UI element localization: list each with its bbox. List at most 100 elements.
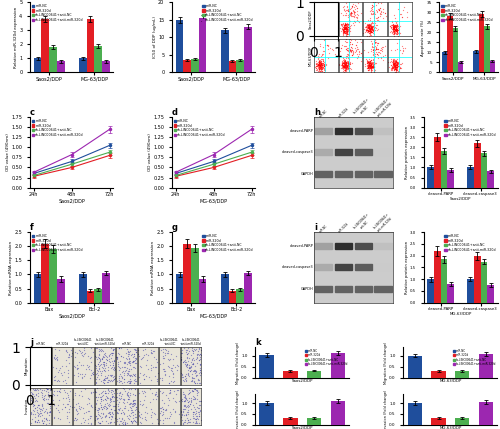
Point — [336, 62, 344, 69]
Point — [340, 64, 348, 71]
Point — [113, 386, 121, 393]
Point — [318, 26, 326, 33]
Point — [192, 409, 200, 416]
Point — [316, 23, 324, 30]
Text: miR-NC: miR-NC — [319, 224, 329, 233]
Point — [42, 351, 50, 358]
Point — [390, 64, 398, 71]
Point — [342, 46, 349, 53]
Point — [184, 416, 192, 423]
Point — [341, 63, 349, 70]
Point — [336, 48, 344, 54]
Point — [192, 386, 200, 393]
Point — [316, 60, 324, 66]
Point — [126, 418, 134, 425]
Point — [195, 356, 203, 363]
Point — [124, 347, 132, 354]
Point — [370, 46, 378, 53]
Point — [318, 29, 326, 36]
Point — [191, 395, 199, 402]
Point — [316, 61, 324, 68]
Point — [32, 387, 40, 393]
Point — [136, 401, 143, 408]
Point — [372, 60, 380, 66]
Point — [367, 24, 375, 30]
Point — [168, 378, 175, 384]
Point — [318, 25, 326, 32]
Point — [26, 378, 34, 385]
Point — [364, 49, 372, 56]
Point — [366, 26, 374, 33]
Point — [368, 25, 376, 32]
Point — [389, 63, 397, 70]
Point — [102, 372, 110, 379]
Point — [364, 63, 372, 70]
Point — [392, 66, 400, 73]
Point — [319, 57, 327, 64]
Point — [140, 371, 148, 378]
Point — [321, 19, 329, 26]
Point — [362, 23, 370, 30]
Point — [370, 62, 378, 69]
Point — [390, 57, 398, 64]
Point — [64, 394, 72, 401]
Point — [342, 24, 349, 31]
Point — [190, 395, 198, 402]
Point — [339, 63, 347, 69]
Point — [31, 378, 39, 384]
Point — [44, 347, 52, 353]
Point — [370, 61, 378, 68]
Point — [393, 23, 401, 30]
Legend: miR-NC, miR-320d, sh-LINC00641+anti-NC, sh-LINC00641+anti-miR-320d: miR-NC, miR-320d, sh-LINC00641+anti-NC, … — [453, 349, 496, 366]
Point — [344, 64, 352, 71]
Point — [102, 357, 110, 364]
Point — [363, 21, 371, 28]
Point — [366, 26, 374, 33]
Point — [179, 359, 187, 366]
Point — [182, 395, 190, 402]
Point — [368, 64, 376, 71]
Point — [172, 391, 180, 398]
Title: sh-LINC00641+
anti-miR-320d: sh-LINC00641+ anti-miR-320d — [388, 0, 412, 1]
Bar — [191, 248, 199, 302]
Point — [316, 24, 324, 31]
Point — [316, 25, 324, 32]
Point — [366, 65, 374, 72]
Point — [78, 374, 86, 381]
Point — [178, 369, 186, 376]
Point — [340, 22, 348, 29]
Point — [196, 351, 204, 358]
Point — [320, 62, 328, 69]
Point — [30, 372, 38, 379]
Point — [96, 390, 104, 397]
Point — [122, 350, 130, 357]
Point — [342, 28, 349, 35]
Point — [363, 27, 371, 33]
Point — [128, 418, 136, 425]
Point — [182, 358, 190, 365]
Point — [344, 31, 351, 38]
Point — [102, 352, 110, 359]
Point — [346, 21, 354, 28]
Point — [164, 395, 172, 402]
Point — [168, 350, 175, 357]
Point — [28, 347, 36, 354]
Point — [94, 361, 102, 368]
Point — [392, 26, 400, 33]
Point — [184, 403, 192, 410]
Point — [196, 347, 204, 353]
Point — [338, 64, 345, 71]
Point — [146, 405, 154, 412]
Point — [392, 58, 400, 65]
Point — [193, 351, 201, 358]
Point — [366, 26, 374, 33]
Y-axis label: Relative protein expression: Relative protein expression — [404, 241, 408, 294]
Point — [392, 65, 400, 72]
Point — [76, 404, 84, 411]
Point — [43, 360, 51, 366]
Point — [390, 56, 398, 63]
Point — [348, 46, 356, 53]
Point — [392, 63, 400, 70]
Point — [394, 63, 402, 69]
Point — [96, 348, 104, 355]
